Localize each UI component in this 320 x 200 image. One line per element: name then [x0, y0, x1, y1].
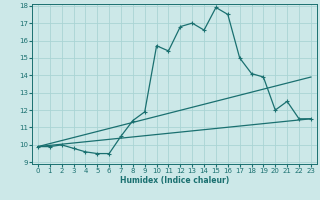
X-axis label: Humidex (Indice chaleur): Humidex (Indice chaleur) — [120, 176, 229, 185]
